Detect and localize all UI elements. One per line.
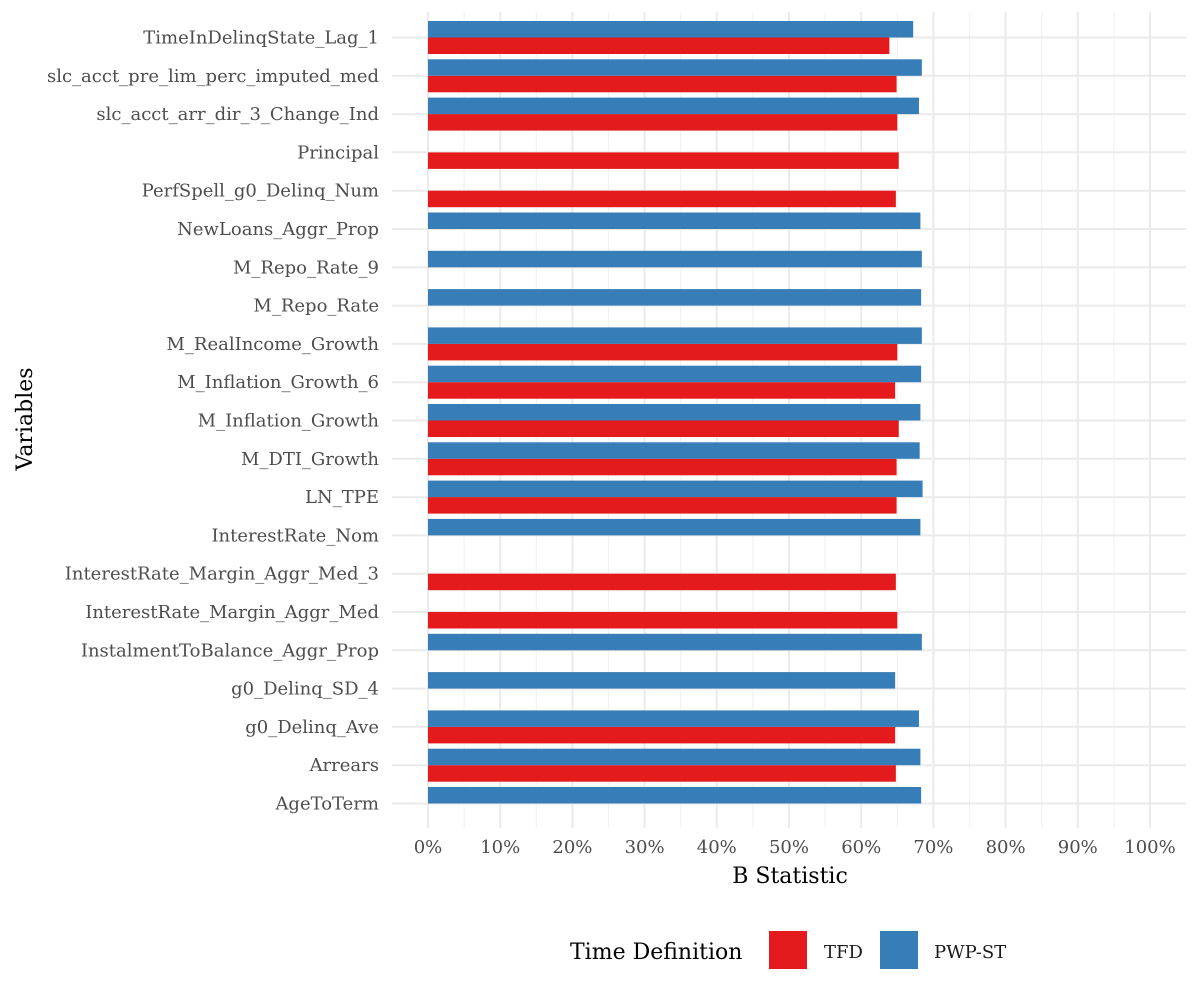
bar-tfd-timeindelinqstate-lag-1 — [428, 37, 890, 54]
x-tick-label: 90% — [1058, 837, 1098, 858]
y-tick-label: Arrears — [309, 755, 379, 776]
bar-tfd-m-inflation-growth — [428, 420, 899, 437]
y-tick-label: M_Repo_Rate — [253, 296, 379, 317]
y-axis-title: Variables — [13, 367, 38, 471]
bar-pwp-st-m-realincome-growth — [428, 327, 922, 344]
bar-pwp-st-m-inflation-growth — [428, 404, 921, 421]
y-tick-label: InstalmentToBalance_Aggr_Prop — [81, 640, 379, 661]
bar-pwp-st-instalmenttobalance-aggr-prop — [428, 633, 922, 651]
y-tick-label: NewLoans_Aggr_Prop — [177, 219, 379, 240]
y-tick-label: TimeInDelinqState_Lag_1 — [143, 28, 379, 49]
bar-tfd-m-dti-growth — [428, 458, 897, 476]
y-tick-label: InterestRate_Margin_Aggr_Med_3 — [65, 564, 379, 585]
bar-tfd-interestrate-margin-aggr-med-3 — [428, 573, 896, 591]
bar-tfd-slc-acct-arr-dir-3-change-ind — [428, 114, 898, 131]
legend-title: Time Definition — [570, 940, 742, 965]
y-tick-label: g0_Delinq_Ave — [245, 717, 379, 738]
bar-pwp-st-slc-acct-arr-dir-3-change-ind — [428, 97, 919, 115]
bar-pwp-st-timeindelinqstate-lag-1 — [428, 21, 914, 38]
bar-pwp-st-interestrate-nom — [428, 518, 921, 536]
bar-tfd-principal — [428, 152, 899, 169]
bar-pwp-st-g0-delinq-ave — [428, 710, 919, 727]
x-tick-label: 80% — [986, 837, 1026, 858]
y-tick-label: slc_acct_pre_lim_perc_imputed_med — [47, 66, 379, 87]
bar-tfd-g0-delinq-ave — [428, 726, 896, 744]
y-tick-label: slc_acct_arr_dir_3_Change_Ind — [96, 104, 379, 125]
bar-tfd-perfspell-g0-delinq-num — [428, 190, 896, 208]
x-tick-label: 20% — [552, 837, 592, 858]
bar-pwp-st-m-inflation-growth-6 — [428, 365, 922, 383]
bar-pwp-st-m-repo-rate-9 — [428, 250, 922, 268]
y-axis-tick-labels: TimeInDelinqState_Lag_1 slc_acct_pre_lim_… — [47, 28, 379, 815]
y-tick-label: PerfSpell_g0_Delinq_Num — [142, 181, 379, 202]
bars — [428, 21, 923, 804]
legend: Time Definition TFD PWP-ST — [570, 931, 1006, 969]
bar-tfd-ln-tpe — [428, 497, 897, 514]
x-tick-label: 50% — [769, 837, 809, 858]
x-tick-label: 30% — [625, 837, 665, 858]
x-axis-tick-labels: 0% 10% 20% 30% 40% 50% 60% 70% 80% 90% 100% — [414, 837, 1176, 858]
bar-tfd-slc-acct-pre-lim-perc-imputed-med — [428, 75, 897, 93]
y-tick-label: M_DTI_Growth — [241, 449, 379, 470]
x-tick-label: 70% — [913, 837, 953, 858]
bar-tfd-m-realincome-growth — [428, 343, 898, 361]
y-tick-label: InterestRate_Nom — [211, 525, 379, 546]
y-tick-label: M_RealIncome_Growth — [166, 334, 379, 355]
y-tick-label: InterestRate_Margin_Aggr_Med — [85, 602, 379, 623]
x-tick-label: 100% — [1124, 837, 1175, 858]
x-tick-label: 10% — [480, 837, 520, 858]
legend-key-tfd — [769, 931, 807, 969]
y-tick-label: Principal — [297, 142, 379, 163]
y-tick-label: AgeToTerm — [274, 794, 379, 815]
bar-tfd-m-inflation-growth-6 — [428, 382, 896, 399]
bar-pwp-st-arrears — [428, 748, 921, 766]
y-tick-label: M_Repo_Rate_9 — [233, 257, 379, 278]
bar-pwp-st-m-repo-rate — [428, 289, 922, 306]
bar-pwp-st-newloans-aggr-prop — [428, 212, 921, 229]
bar-tfd-interestrate-margin-aggr-med — [428, 612, 898, 629]
x-tick-label: 60% — [841, 837, 881, 858]
y-tick-label: g0_Delinq_SD_4 — [231, 679, 379, 700]
x-tick-label: 0% — [414, 837, 443, 858]
bar-pwp-st-ln-tpe — [428, 480, 923, 498]
bar-tfd-arrears — [428, 765, 896, 782]
bar-pwp-st-m-dti-growth — [428, 442, 920, 459]
bar-pwp-st-g0-delinq-sd-4 — [428, 672, 896, 689]
bar-pwp-st-slc-acct-pre-lim-perc-imputed-med — [428, 59, 922, 76]
legend-label-tfd: TFD — [824, 942, 863, 963]
y-tick-label: M_Inflation_Growth_6 — [177, 372, 379, 393]
y-tick-label: M_Inflation_Growth — [198, 411, 380, 432]
y-tick-label: LN_TPE — [305, 487, 379, 508]
legend-label-pwp-st: PWP-ST — [934, 942, 1006, 963]
x-tick-label: 40% — [697, 837, 737, 858]
bar-pwp-st-agetoterm — [428, 787, 922, 804]
x-axis-title: B Statistic — [732, 864, 848, 889]
legend-key-pwp-st — [880, 931, 918, 969]
